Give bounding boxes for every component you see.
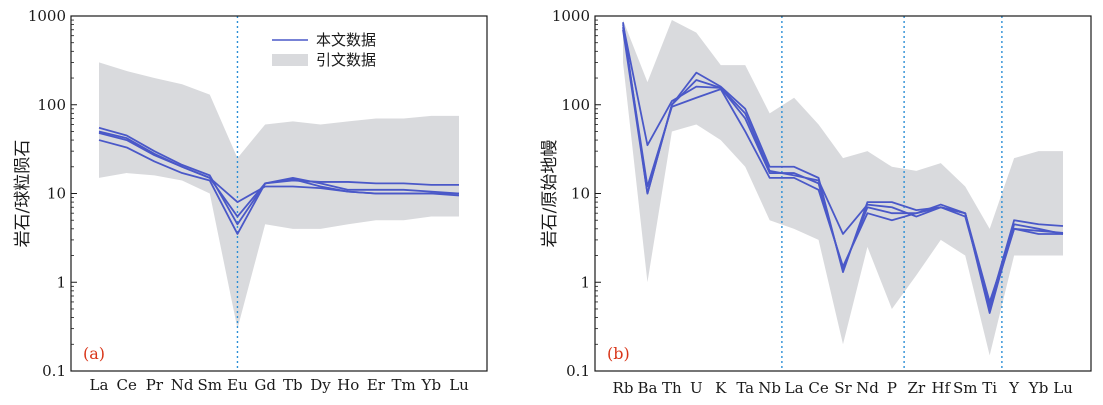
sample-series-line-1	[622, 22, 1064, 314]
x-category-label: Ti	[982, 379, 997, 397]
x-category-label: Sm	[198, 376, 223, 394]
y-tick-label: 10	[571, 185, 590, 203]
y-tick-label: 0.1	[42, 362, 66, 380]
y-tick-label: 10	[47, 185, 66, 203]
x-category-label: La	[90, 376, 109, 394]
x-category-label: K	[715, 379, 727, 397]
x-category-label: Ce	[117, 376, 137, 394]
x-category-label: Sm	[953, 379, 978, 397]
y-tick-label: 1000	[28, 7, 66, 25]
reference-envelope-area	[99, 62, 459, 329]
x-category-label: Yb	[1028, 379, 1049, 397]
legend-area-swatch	[272, 54, 308, 66]
x-category-label: Dy	[310, 376, 331, 394]
x-category-label: Ba	[637, 379, 657, 397]
x-category-label: Nd	[856, 379, 879, 397]
y-tick-label: 100	[37, 96, 66, 114]
panel-label: (a)	[83, 344, 105, 363]
x-category-label: P	[887, 379, 897, 397]
panel-b-trace-primitive-mantle: 0.1 1 10 100 1000 Rb Ba Th U K Ta Nb La Ce Sr Nd P Zr Hf Sm…	[540, 7, 1092, 397]
x-category-label: Th	[662, 379, 682, 397]
x-category-label: Gd	[254, 376, 276, 394]
x-category-label: Zr	[908, 379, 926, 397]
x-category-label: Tm	[391, 376, 415, 394]
legend-label-this-study: 本文数据	[316, 31, 376, 49]
x-category-label: Eu	[227, 376, 248, 394]
panel-label: (b)	[607, 344, 630, 363]
y-tick-label: 100	[561, 96, 590, 114]
y-tick-label: 0.1	[566, 362, 590, 380]
sample-series-line-4	[622, 29, 1064, 310]
x-category-label: Sr	[834, 379, 852, 397]
sample-series-line-2	[622, 24, 1064, 307]
x-category-label: Ho	[337, 376, 359, 394]
x-category-label: Lu	[449, 376, 469, 394]
x-category-label: U	[690, 379, 703, 397]
x-category-label: Yb	[421, 376, 442, 394]
x-category-label: Rb	[613, 379, 634, 397]
x-category-label: Pr	[146, 376, 164, 394]
x-category-label: Y	[1008, 379, 1020, 397]
sample-series-line-4	[98, 139, 460, 235]
x-category-label: Ta	[736, 379, 754, 397]
x-category-label: Er	[367, 376, 386, 394]
x-category-label: La	[785, 379, 804, 397]
x-category-label: Hf	[931, 379, 951, 397]
legend-label-reference: 引文数据	[316, 51, 376, 69]
y-axis-label: 岩石/原始地幔	[540, 140, 560, 248]
x-category-label: Nd	[171, 376, 194, 394]
reference-envelope-area	[623, 20, 1063, 356]
x-category-label: Tb	[283, 376, 303, 394]
y-tick-label: 1000	[552, 7, 590, 25]
panel-a-ree-chondrite: 0.1 1 10 100 1000 La Ce Pr Nd Sm Eu Gd Tb Dy Ho Er Tm Yb L…	[13, 7, 488, 394]
x-category-label: Lu	[1053, 379, 1073, 397]
x-category-label: Ce	[808, 379, 828, 397]
y-tick-label: 1	[56, 273, 66, 291]
y-tick-label: 1	[580, 273, 590, 291]
y-axis-label: 岩石/球粒陨石	[13, 140, 33, 248]
x-category-label: Nb	[758, 379, 781, 397]
